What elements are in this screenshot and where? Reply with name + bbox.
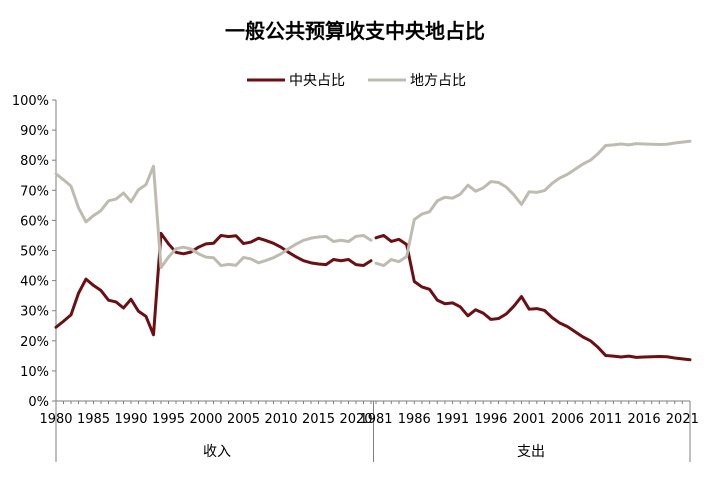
x-axis: 1980 1985 1990 1995 2000 2005 2010 2015 20201981… bbox=[39, 400, 699, 462]
x-tick-label: 2016 bbox=[628, 412, 661, 427]
y-axis: 0% 10% 20% 30% 40% 50% 60% 70% 80% 90% 100% bbox=[12, 94, 57, 410]
x-tick-label: 1996 bbox=[474, 412, 507, 427]
y-tick-label: 60% bbox=[20, 214, 49, 229]
series-line-local bbox=[374, 139, 692, 268]
y-tick-label: 20% bbox=[20, 335, 49, 350]
x-tick-label: 2005 bbox=[227, 412, 260, 427]
panel-label-revenue: 收入 bbox=[203, 444, 231, 460]
x-tick-label: 2001 bbox=[513, 412, 546, 427]
x-tick-label: 1980 bbox=[39, 412, 72, 427]
chart-title: 一般公共预算收支中央地占比 bbox=[225, 19, 485, 43]
legend-label-central: 中央占比 bbox=[289, 73, 345, 89]
x-tick-label: 2006 bbox=[551, 412, 584, 427]
y-tick-label: 100% bbox=[12, 94, 49, 109]
y-tick-label: 40% bbox=[20, 275, 49, 290]
plot-area bbox=[54, 139, 692, 362]
legend: 中央占比 地方占比 bbox=[247, 73, 466, 89]
y-tick-label: 90% bbox=[20, 124, 49, 139]
y-tick-label: 0% bbox=[28, 395, 49, 410]
x-tick-label: 1990 bbox=[114, 412, 147, 427]
x-tick-label: 1985 bbox=[77, 412, 110, 427]
x-tick-label: 2011 bbox=[589, 412, 622, 427]
series-line-central bbox=[374, 233, 692, 362]
series-line-local bbox=[54, 164, 373, 270]
y-tick-label: 30% bbox=[20, 305, 49, 320]
y-tick-label: 50% bbox=[20, 245, 49, 260]
x-tick-label: 2020 bbox=[339, 412, 372, 427]
x-tick-label: 1981 bbox=[359, 412, 392, 427]
x-tick-label: 1986 bbox=[398, 412, 431, 427]
y-tick-label: 80% bbox=[20, 154, 49, 169]
x-tick-label: 1995 bbox=[152, 412, 185, 427]
x-tick-label: 2015 bbox=[302, 412, 335, 427]
panel-label-expenditure: 支出 bbox=[517, 444, 545, 460]
x-tick-label: 2000 bbox=[189, 412, 222, 427]
y-tick-label: 10% bbox=[20, 365, 49, 380]
legend-label-local: 地方占比 bbox=[410, 73, 466, 89]
y-tick-label: 70% bbox=[20, 184, 49, 199]
x-tick-label: 2021 bbox=[666, 412, 699, 427]
x-tick-label: 1991 bbox=[436, 412, 469, 427]
series-line-central bbox=[54, 231, 373, 337]
x-tick-label: 2010 bbox=[264, 412, 297, 427]
